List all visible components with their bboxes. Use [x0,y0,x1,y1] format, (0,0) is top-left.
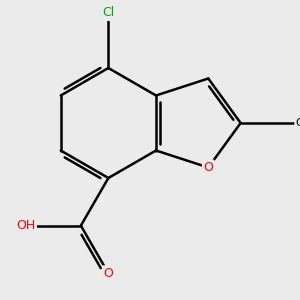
Text: OH: OH [16,219,35,232]
Text: O: O [103,267,113,280]
Text: Cl: Cl [102,7,115,20]
Text: CH₃: CH₃ [296,118,300,128]
Text: O: O [203,161,213,174]
